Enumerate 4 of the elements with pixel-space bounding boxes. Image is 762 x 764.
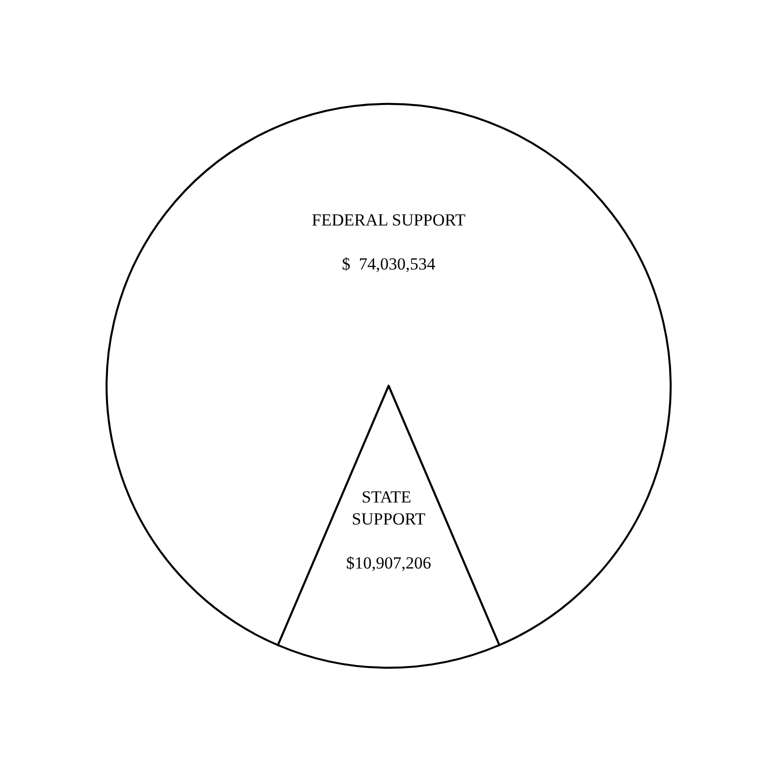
slice-label: STATE SUPPORT bbox=[352, 487, 426, 528]
data-label: $ 74,030,534 bbox=[342, 254, 436, 274]
slice-label: FEDERAL SUPPORT bbox=[312, 210, 466, 230]
data-label: $10,907,206 bbox=[346, 553, 432, 572]
